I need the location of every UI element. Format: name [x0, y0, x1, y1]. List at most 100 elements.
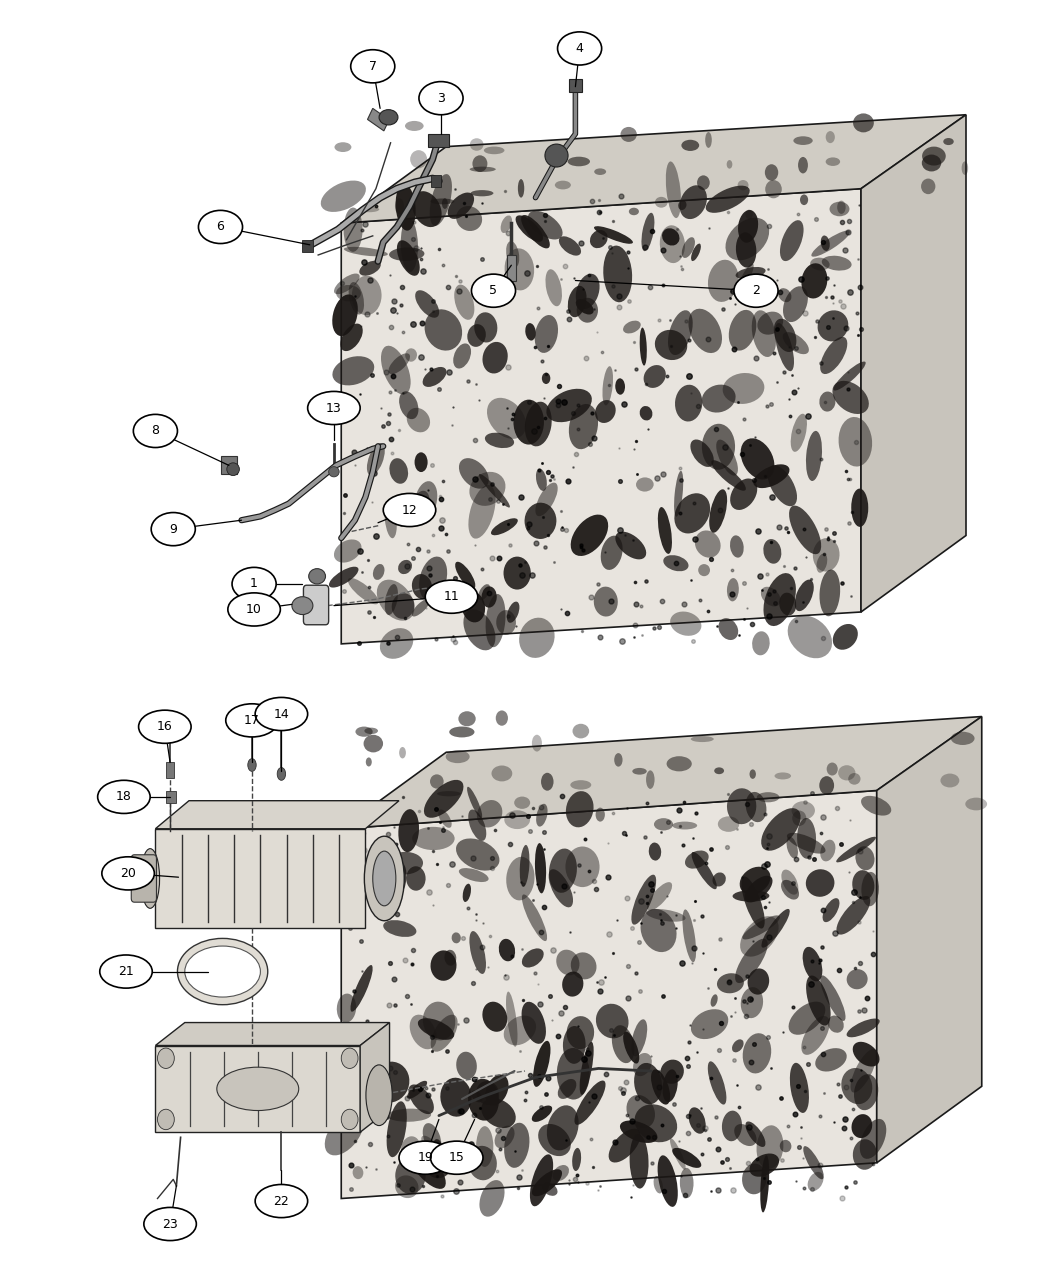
Ellipse shape: [532, 1169, 562, 1196]
Ellipse shape: [748, 969, 770, 994]
Ellipse shape: [352, 275, 381, 315]
Ellipse shape: [666, 162, 681, 218]
Ellipse shape: [860, 1119, 886, 1159]
Ellipse shape: [732, 1039, 743, 1052]
Ellipse shape: [445, 750, 469, 764]
Ellipse shape: [343, 208, 362, 252]
Ellipse shape: [775, 323, 794, 371]
Ellipse shape: [373, 852, 396, 905]
Ellipse shape: [737, 180, 749, 190]
Ellipse shape: [679, 185, 707, 219]
Ellipse shape: [499, 938, 516, 961]
Ellipse shape: [423, 1123, 441, 1153]
Ellipse shape: [594, 168, 606, 175]
Ellipse shape: [689, 309, 722, 353]
Ellipse shape: [674, 493, 710, 533]
Bar: [569, 79, 582, 92]
Ellipse shape: [522, 949, 544, 968]
Ellipse shape: [556, 1048, 590, 1099]
Ellipse shape: [572, 724, 589, 738]
Ellipse shape: [430, 950, 457, 980]
Ellipse shape: [739, 867, 771, 895]
Ellipse shape: [698, 564, 710, 576]
Ellipse shape: [805, 870, 835, 896]
Ellipse shape: [452, 932, 461, 944]
Ellipse shape: [730, 478, 757, 510]
Ellipse shape: [277, 768, 286, 780]
Bar: [428, 134, 449, 147]
Ellipse shape: [596, 1003, 629, 1038]
Ellipse shape: [547, 1105, 579, 1150]
Ellipse shape: [793, 811, 806, 826]
Ellipse shape: [485, 594, 505, 648]
Ellipse shape: [430, 774, 444, 789]
Ellipse shape: [536, 483, 558, 516]
Ellipse shape: [415, 481, 437, 519]
Ellipse shape: [469, 167, 496, 172]
Ellipse shape: [943, 138, 953, 145]
Ellipse shape: [329, 467, 339, 477]
Ellipse shape: [371, 1062, 410, 1103]
Ellipse shape: [709, 490, 727, 533]
Ellipse shape: [542, 1182, 558, 1196]
Polygon shape: [360, 1023, 390, 1132]
Ellipse shape: [456, 839, 500, 871]
Ellipse shape: [820, 337, 847, 374]
Ellipse shape: [811, 258, 830, 270]
Ellipse shape: [642, 213, 654, 251]
Ellipse shape: [620, 1121, 657, 1142]
Text: 14: 14: [273, 708, 290, 720]
Ellipse shape: [468, 1079, 499, 1121]
Ellipse shape: [659, 226, 685, 263]
Ellipse shape: [801, 1016, 830, 1054]
Ellipse shape: [601, 536, 623, 570]
Ellipse shape: [568, 157, 590, 166]
Ellipse shape: [514, 797, 530, 808]
Ellipse shape: [336, 1048, 366, 1088]
Ellipse shape: [463, 884, 471, 901]
Bar: [166, 790, 176, 803]
Ellipse shape: [836, 836, 876, 862]
Ellipse shape: [353, 1167, 363, 1179]
Ellipse shape: [965, 798, 987, 811]
Ellipse shape: [455, 284, 475, 320]
Text: 17: 17: [244, 714, 260, 727]
Ellipse shape: [308, 391, 360, 425]
Ellipse shape: [227, 463, 239, 476]
Ellipse shape: [406, 866, 425, 891]
Ellipse shape: [411, 150, 427, 168]
Ellipse shape: [752, 631, 770, 655]
Ellipse shape: [670, 612, 701, 636]
Ellipse shape: [468, 1146, 497, 1181]
Ellipse shape: [513, 399, 544, 445]
Ellipse shape: [722, 1111, 742, 1141]
Ellipse shape: [651, 1070, 670, 1104]
Ellipse shape: [401, 218, 418, 272]
FancyBboxPatch shape: [303, 585, 329, 625]
Ellipse shape: [377, 580, 415, 621]
Ellipse shape: [392, 593, 415, 618]
Ellipse shape: [467, 787, 482, 819]
Ellipse shape: [740, 439, 774, 479]
Ellipse shape: [757, 311, 783, 334]
Ellipse shape: [782, 332, 808, 354]
Ellipse shape: [423, 1002, 456, 1040]
Ellipse shape: [485, 1075, 508, 1105]
Ellipse shape: [383, 493, 436, 527]
Ellipse shape: [856, 847, 875, 871]
Ellipse shape: [570, 780, 591, 789]
Ellipse shape: [356, 727, 373, 737]
Ellipse shape: [365, 757, 372, 766]
Polygon shape: [341, 790, 877, 1198]
Ellipse shape: [736, 266, 765, 279]
Ellipse shape: [468, 810, 486, 842]
Ellipse shape: [852, 488, 868, 527]
Ellipse shape: [444, 950, 457, 965]
Text: 3: 3: [437, 92, 445, 105]
Ellipse shape: [813, 538, 840, 571]
Ellipse shape: [674, 470, 684, 516]
Ellipse shape: [730, 536, 743, 557]
Ellipse shape: [456, 207, 482, 231]
Ellipse shape: [571, 952, 596, 979]
Ellipse shape: [595, 400, 615, 423]
